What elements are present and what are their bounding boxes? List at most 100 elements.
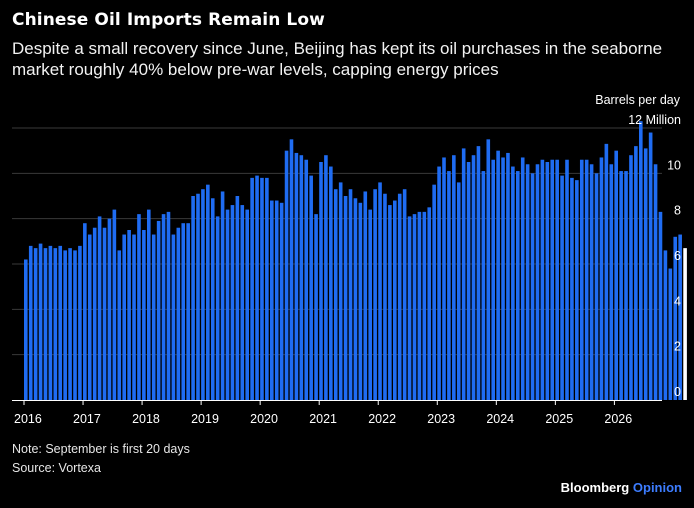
bar bbox=[353, 198, 358, 400]
bar bbox=[407, 216, 412, 400]
bar bbox=[471, 155, 476, 400]
x-axis-ticks: 2016 2017 2018 2019 2020 2021 2022 2023 2024 2025… bbox=[14, 400, 632, 426]
bar bbox=[319, 162, 323, 400]
footnote: Note: September is first 20 days bbox=[12, 442, 190, 456]
x-tick-label: 2019 bbox=[191, 412, 219, 426]
x-tick-label: 2022 bbox=[368, 412, 396, 426]
bar bbox=[658, 211, 663, 400]
bar bbox=[127, 230, 131, 400]
x-tick-label: 2025 bbox=[545, 412, 573, 426]
bar bbox=[289, 139, 294, 401]
bar bbox=[260, 177, 264, 400]
bar bbox=[279, 202, 284, 400]
bar bbox=[506, 152, 510, 400]
bar bbox=[142, 230, 146, 400]
bar bbox=[555, 159, 559, 400]
x-tick-label: 2024 bbox=[486, 412, 514, 426]
bar bbox=[73, 250, 77, 400]
bar bbox=[309, 175, 313, 400]
bar bbox=[412, 214, 417, 400]
bar bbox=[225, 209, 230, 400]
bar bbox=[516, 171, 520, 400]
bar bbox=[530, 173, 535, 400]
bar bbox=[171, 234, 176, 400]
bar bbox=[417, 211, 422, 400]
x-tick-label: 2017 bbox=[73, 412, 101, 426]
bar bbox=[634, 146, 638, 400]
bar bbox=[206, 184, 210, 400]
bar bbox=[220, 191, 225, 400]
bar bbox=[378, 182, 382, 400]
bar bbox=[102, 227, 107, 400]
bar bbox=[250, 177, 254, 400]
bar bbox=[427, 207, 432, 400]
bar bbox=[122, 234, 126, 400]
bar bbox=[343, 196, 348, 400]
bar bbox=[151, 234, 156, 400]
bar bbox=[48, 245, 53, 400]
bar bbox=[609, 164, 614, 400]
bar bbox=[265, 177, 269, 400]
bar bbox=[511, 166, 515, 400]
x-tick-label: 2021 bbox=[309, 412, 337, 426]
bar bbox=[466, 162, 471, 400]
x-tick-label: 2016 bbox=[14, 412, 42, 426]
x-tick-label: 2023 bbox=[427, 412, 455, 426]
y-axis-unit-label: Barrels per day bbox=[595, 93, 680, 107]
bar bbox=[643, 148, 648, 400]
bar bbox=[388, 205, 392, 400]
bar bbox=[594, 173, 599, 400]
bar bbox=[38, 243, 43, 400]
bar bbox=[196, 193, 200, 400]
bar bbox=[348, 189, 353, 400]
y-tick-label: 0 bbox=[674, 385, 681, 399]
bar bbox=[329, 166, 333, 400]
bar bbox=[589, 164, 594, 400]
bars bbox=[24, 121, 687, 401]
bar bbox=[230, 205, 235, 400]
bar bbox=[663, 250, 668, 400]
bar bbox=[624, 171, 628, 400]
bar bbox=[191, 196, 195, 400]
bar bbox=[294, 152, 299, 400]
bar bbox=[240, 205, 245, 400]
bar bbox=[570, 177, 574, 400]
y-tick-label: 6 bbox=[674, 249, 681, 263]
bar bbox=[456, 182, 461, 400]
bar bbox=[245, 209, 249, 400]
bar bbox=[63, 250, 67, 400]
bar bbox=[604, 143, 609, 400]
bar bbox=[393, 200, 397, 400]
bar bbox=[648, 132, 653, 401]
bar bbox=[92, 227, 97, 400]
bar bbox=[668, 268, 673, 400]
bar bbox=[68, 248, 72, 400]
bar bbox=[53, 248, 58, 400]
bar bbox=[575, 180, 579, 400]
bar bbox=[560, 175, 564, 400]
bar bbox=[452, 155, 456, 400]
bar bbox=[614, 150, 618, 400]
bar bbox=[58, 245, 63, 400]
bar bbox=[112, 209, 117, 400]
bar bbox=[579, 159, 584, 400]
bar bbox=[156, 220, 161, 400]
bar bbox=[235, 196, 240, 400]
bar bbox=[24, 259, 28, 400]
bar bbox=[137, 214, 141, 400]
y-tick-label: 4 bbox=[674, 294, 681, 308]
bar bbox=[210, 198, 215, 400]
bar bbox=[461, 148, 466, 400]
bar bbox=[274, 200, 279, 400]
brand-suffix: Opinion bbox=[632, 480, 682, 495]
bar bbox=[540, 159, 545, 400]
bar bbox=[43, 248, 48, 400]
bar bbox=[324, 155, 328, 400]
bar bbox=[373, 189, 377, 400]
chart-title: Chinese Oil Imports Remain Low bbox=[12, 10, 325, 30]
bar bbox=[599, 157, 604, 400]
bar bbox=[442, 157, 446, 400]
bar bbox=[397, 193, 402, 400]
x-tick-label: 2026 bbox=[604, 412, 632, 426]
bar bbox=[619, 171, 623, 400]
